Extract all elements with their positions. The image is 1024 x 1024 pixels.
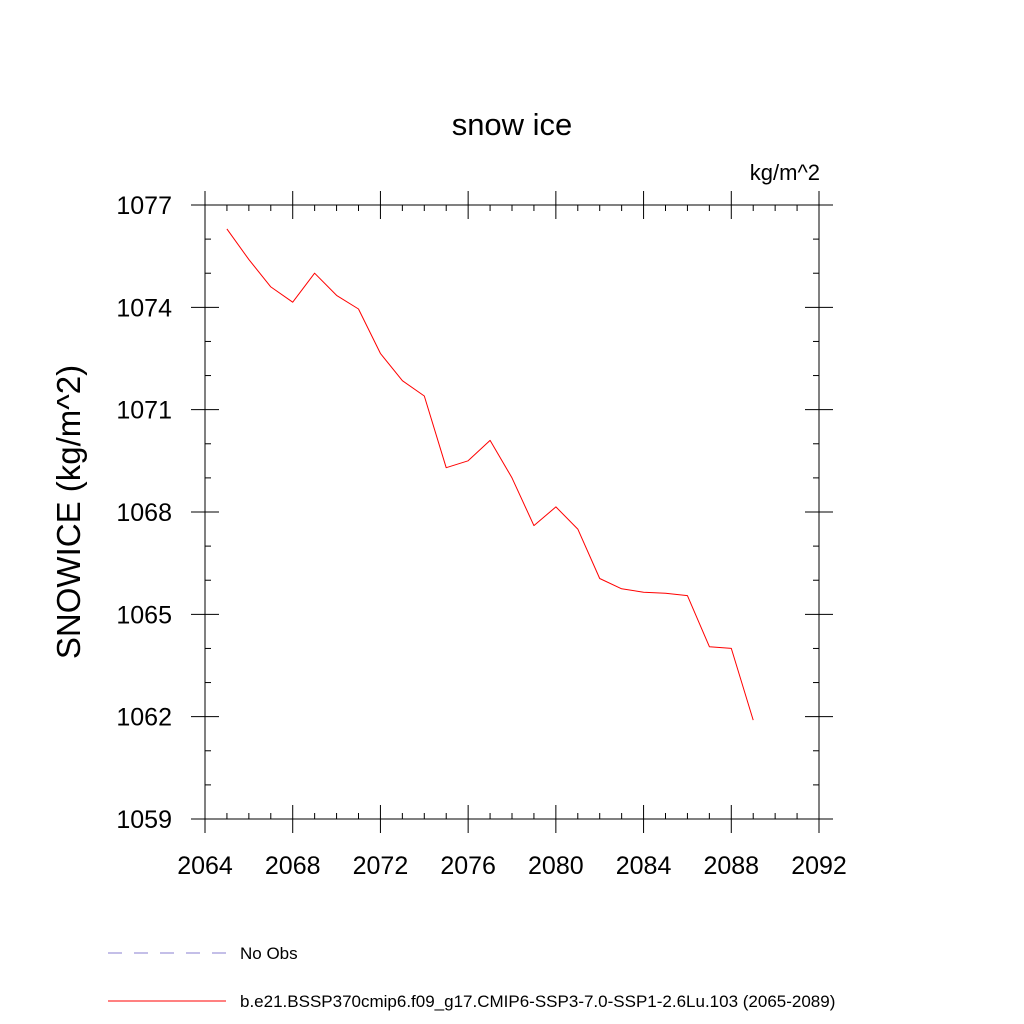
y-tick-label: 1068 (116, 499, 172, 527)
legend: No Obs b.e21.BSSP370cmip6.f09_g17.CMIP6-… (108, 944, 835, 1011)
x-axis-ticks (204, 191, 820, 833)
x-axis-tick-labels: 2064 2068 2072 2076 2080 2084 2088 2092 (177, 852, 847, 880)
y-tick-label: 1077 (116, 192, 172, 220)
units-label: kg/m^2 (750, 160, 820, 185)
x-tick-label: 2084 (616, 852, 672, 880)
y-tick-label: 1071 (116, 397, 172, 425)
series-line (226, 228, 754, 721)
legend-label-model-run: b.e21.BSSP370cmip6.f09_g17.CMIP6-SSP3-7.… (240, 992, 835, 1011)
legend-item-model-run: b.e21.BSSP370cmip6.f09_g17.CMIP6-SSP3-7.… (108, 992, 835, 1011)
y-axis-label: SNOWICE (kg/m^2) (50, 365, 87, 659)
x-tick-label: 2088 (703, 852, 759, 880)
x-tick-label: 2064 (177, 852, 233, 880)
y-tick-label: 1074 (116, 294, 172, 322)
x-tick-label: 2068 (265, 852, 321, 880)
legend-label-no-obs: No Obs (240, 944, 298, 963)
x-tick-label: 2080 (528, 852, 584, 880)
series-layer (226, 228, 754, 721)
y-tick-label: 1065 (116, 601, 172, 629)
legend-item-no-obs: No Obs (108, 944, 298, 963)
x-tick-label: 2076 (440, 852, 496, 880)
y-axis-ticks (191, 204, 833, 820)
chart-title: snow ice (452, 107, 573, 142)
y-tick-label: 1059 (116, 806, 172, 834)
x-tick-label: 2072 (353, 852, 409, 880)
y-tick-label: 1062 (116, 704, 172, 732)
x-tick-label: 2092 (791, 852, 847, 880)
plot-frame (204, 204, 820, 820)
y-axis-tick-labels: 1059 1062 1065 1068 1071 1074 1077 (116, 192, 172, 834)
